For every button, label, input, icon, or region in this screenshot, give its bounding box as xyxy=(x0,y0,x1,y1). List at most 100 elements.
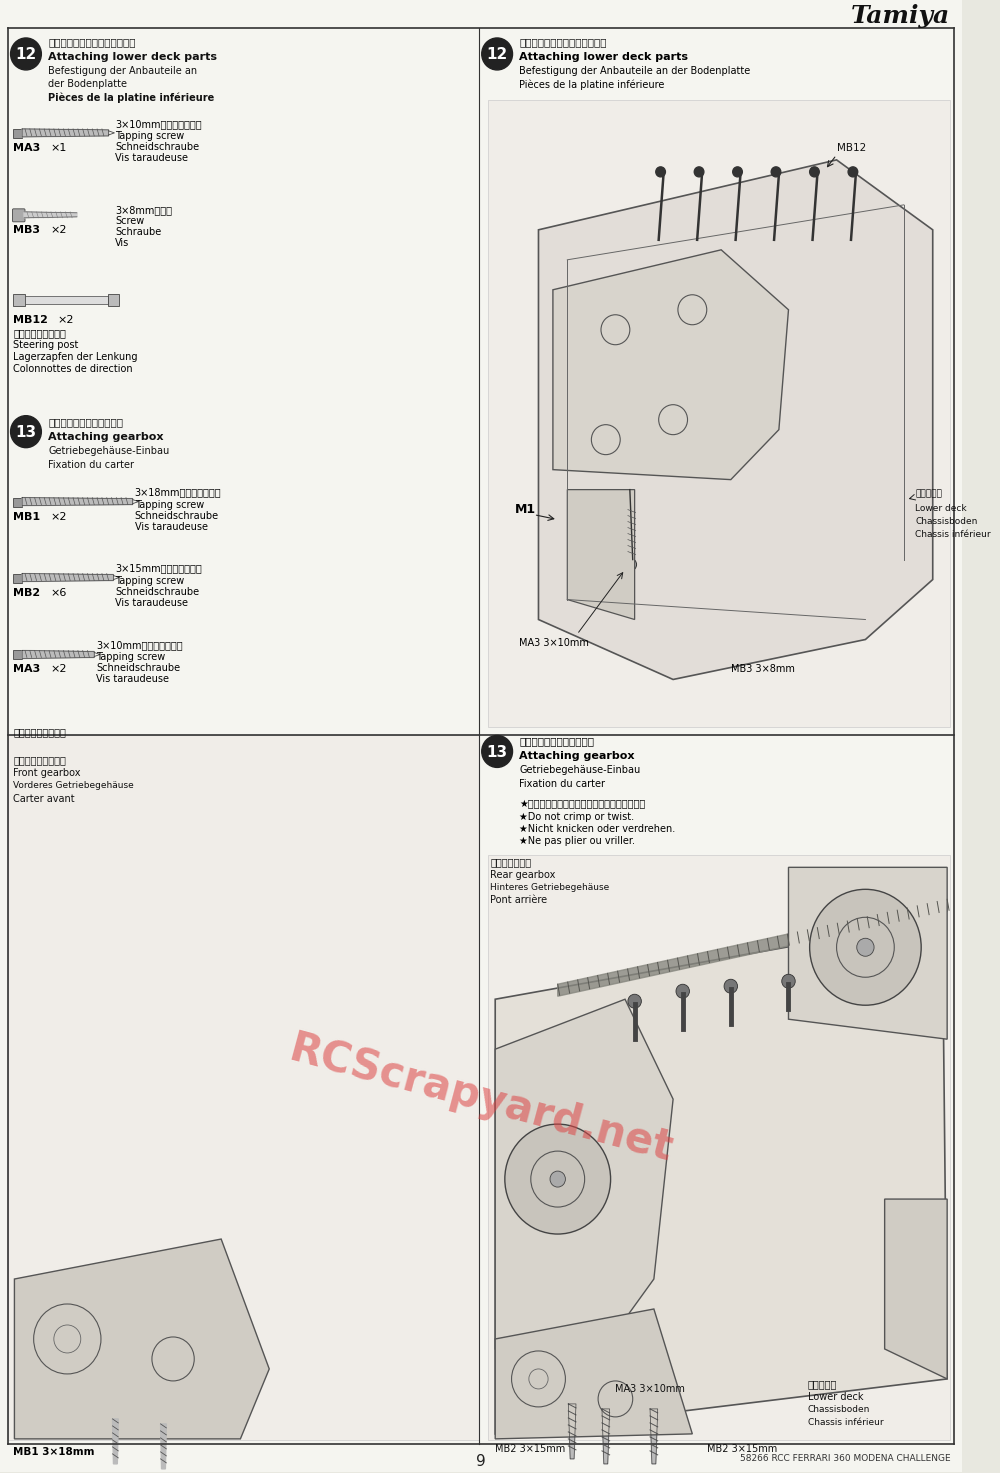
Polygon shape xyxy=(788,868,947,1038)
Polygon shape xyxy=(538,161,933,679)
Text: ステアリングポスト: ステアリングポスト xyxy=(13,328,66,337)
Text: MB2 3×15mm: MB2 3×15mm xyxy=(495,1444,565,1454)
Polygon shape xyxy=(495,999,673,1360)
Polygon shape xyxy=(650,1408,658,1464)
Bar xyxy=(13,130,22,138)
Text: 12: 12 xyxy=(15,47,37,62)
Text: M1: M1 xyxy=(514,504,536,516)
Text: Attaching gearbox: Attaching gearbox xyxy=(48,432,164,442)
Text: ×2: ×2 xyxy=(50,664,67,675)
Text: ×2: ×2 xyxy=(58,315,74,324)
Text: Befestigung der Anbauteile an der Bodenplatte: Befestigung der Anbauteile an der Bodenp… xyxy=(519,66,751,77)
Text: Rear gearbox: Rear gearbox xyxy=(490,871,556,881)
Text: Vis taraudeuse: Vis taraudeuse xyxy=(96,675,169,685)
Polygon shape xyxy=(24,212,77,218)
Text: Tamiya: Tamiya xyxy=(851,4,950,28)
Text: Schneidschraube: Schneidschraube xyxy=(115,141,200,152)
Circle shape xyxy=(482,735,513,767)
Text: MB12: MB12 xyxy=(13,315,48,324)
Text: Chassisboden: Chassisboden xyxy=(808,1405,870,1414)
Text: 《ギヤケースの取り付け》: 《ギヤケースの取り付け》 xyxy=(519,736,594,747)
Text: MB3 3×8mm: MB3 3×8mm xyxy=(731,664,795,675)
Circle shape xyxy=(724,980,738,993)
Text: ★Nicht knicken oder verdrehen.: ★Nicht knicken oder verdrehen. xyxy=(519,825,676,834)
Bar xyxy=(13,573,22,582)
Polygon shape xyxy=(553,250,788,480)
Polygon shape xyxy=(602,1408,610,1464)
Text: ロアデッキ: ロアデッキ xyxy=(915,489,942,499)
Text: Lower deck: Lower deck xyxy=(808,1392,863,1402)
Text: 13: 13 xyxy=(15,426,37,440)
Polygon shape xyxy=(22,651,94,658)
Circle shape xyxy=(694,166,704,177)
Text: MA3: MA3 xyxy=(13,664,41,675)
Circle shape xyxy=(848,166,858,177)
Circle shape xyxy=(550,1171,565,1187)
Text: Attaching gearbox: Attaching gearbox xyxy=(519,751,635,762)
Text: Schneidschraube: Schneidschraube xyxy=(135,511,219,520)
Text: フロントギヤケース: フロントギヤケース xyxy=(13,756,66,766)
Text: 《ロアデッキ部品の取り付け》: 《ロアデッキ部品の取り付け》 xyxy=(519,37,607,47)
Bar xyxy=(108,293,119,306)
Text: MB1 3×18mm: MB1 3×18mm xyxy=(13,1446,95,1457)
Text: Getriebegehäuse-Einbau: Getriebegehäuse-Einbau xyxy=(519,766,641,775)
Bar xyxy=(13,293,25,306)
Text: Vorderes Getriebegehäuse: Vorderes Getriebegehäuse xyxy=(13,781,134,791)
Text: 《ロアデッキ部品の取り付け》: 《ロアデッキ部品の取り付け》 xyxy=(48,37,136,47)
Text: ×1: ×1 xyxy=(50,143,66,153)
Text: Schraube: Schraube xyxy=(115,227,162,237)
Text: ロアデッキ: ロアデッキ xyxy=(808,1379,837,1389)
Text: ×2: ×2 xyxy=(50,225,67,234)
Polygon shape xyxy=(113,1418,118,1464)
Polygon shape xyxy=(0,0,962,28)
Text: 3×10mmタッピングビス: 3×10mmタッピングビス xyxy=(115,119,202,130)
Polygon shape xyxy=(495,1309,692,1439)
Polygon shape xyxy=(22,130,109,137)
Text: RCScrapyard.net: RCScrapyard.net xyxy=(284,1028,677,1171)
Text: Befestigung der Anbauteile an: Befestigung der Anbauteile an xyxy=(48,66,197,77)
Text: Colonnottes de direction: Colonnottes de direction xyxy=(13,364,133,374)
Text: Tapping screw: Tapping screw xyxy=(115,576,185,586)
Text: Chassis inférieur: Chassis inférieur xyxy=(808,1418,883,1427)
Text: Attaching lower deck parts: Attaching lower deck parts xyxy=(519,52,688,62)
Circle shape xyxy=(771,166,781,177)
Polygon shape xyxy=(22,498,133,505)
Text: Attaching lower deck parts: Attaching lower deck parts xyxy=(48,52,217,62)
Bar xyxy=(488,856,950,1441)
Bar xyxy=(8,735,479,1441)
Polygon shape xyxy=(495,919,947,1433)
Text: der Bodenplatte: der Bodenplatte xyxy=(48,80,127,88)
Polygon shape xyxy=(161,1424,166,1469)
Text: 3×15mmタッピングビス: 3×15mmタッピングビス xyxy=(115,564,202,573)
Bar xyxy=(13,498,22,507)
Text: Vis taraudeuse: Vis taraudeuse xyxy=(115,153,188,164)
Text: Pièces de la platine inférieure: Pièces de la platine inférieure xyxy=(519,80,665,90)
Polygon shape xyxy=(885,1199,947,1379)
Text: Carter avant: Carter avant xyxy=(13,794,75,804)
Text: MA3: MA3 xyxy=(13,143,41,153)
Text: Tapping screw: Tapping screw xyxy=(96,653,165,663)
Circle shape xyxy=(11,38,41,69)
Text: Lagerzapfen der Lenkung: Lagerzapfen der Lenkung xyxy=(13,352,138,362)
Text: ★ベルトがねじれないように注意して下さい。: ★ベルトがねじれないように注意して下さい。 xyxy=(519,800,646,809)
Circle shape xyxy=(628,994,641,1008)
Circle shape xyxy=(505,1124,611,1234)
Text: 13: 13 xyxy=(487,745,508,760)
Text: 9: 9 xyxy=(476,1454,486,1469)
Circle shape xyxy=(676,984,689,999)
Text: 3×10mmタッピングビス: 3×10mmタッピングビス xyxy=(96,641,183,651)
Text: MA3 3×10mm: MA3 3×10mm xyxy=(519,638,589,648)
Circle shape xyxy=(857,938,874,956)
Text: MB1: MB1 xyxy=(13,511,41,521)
Text: Chassis inférieur: Chassis inférieur xyxy=(915,530,991,539)
Text: MA3 3×10mm: MA3 3×10mm xyxy=(615,1385,685,1393)
Polygon shape xyxy=(14,1239,269,1439)
Text: Vis taraudeuse: Vis taraudeuse xyxy=(115,598,188,607)
Text: MB3: MB3 xyxy=(13,225,40,234)
Text: Pont arrière: Pont arrière xyxy=(490,896,548,906)
Text: MB2 3×15mm: MB2 3×15mm xyxy=(707,1444,777,1454)
Text: Vis taraudeuse: Vis taraudeuse xyxy=(135,521,208,532)
Bar xyxy=(13,651,22,660)
Text: MB2: MB2 xyxy=(13,588,41,598)
Text: ★Do not crimp or twist.: ★Do not crimp or twist. xyxy=(519,813,634,822)
